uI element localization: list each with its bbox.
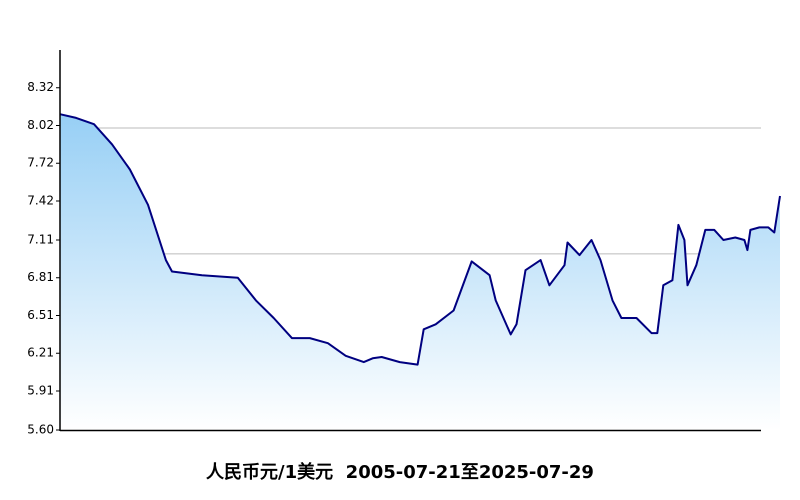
y-tick-label: 8.32 [27,80,54,94]
y-tick-label: 5.91 [27,383,54,397]
y-tick-label: 7.72 [27,156,54,170]
y-tick-label: 6.81 [27,270,54,284]
y-tick-label: 7.42 [27,193,54,207]
area [60,114,780,430]
y-tick-label: 7.11 [27,233,54,247]
y-tick-label: 6.21 [27,346,54,360]
chart-title: 人民币元/1美元 2005-07-21至2025-07-29 [206,461,594,483]
y-tick-label: 6.51 [27,308,54,322]
line [59,113,781,366]
y-tick-label: 8.02 [27,118,54,132]
y-tick-label: 5.60 [27,423,54,437]
